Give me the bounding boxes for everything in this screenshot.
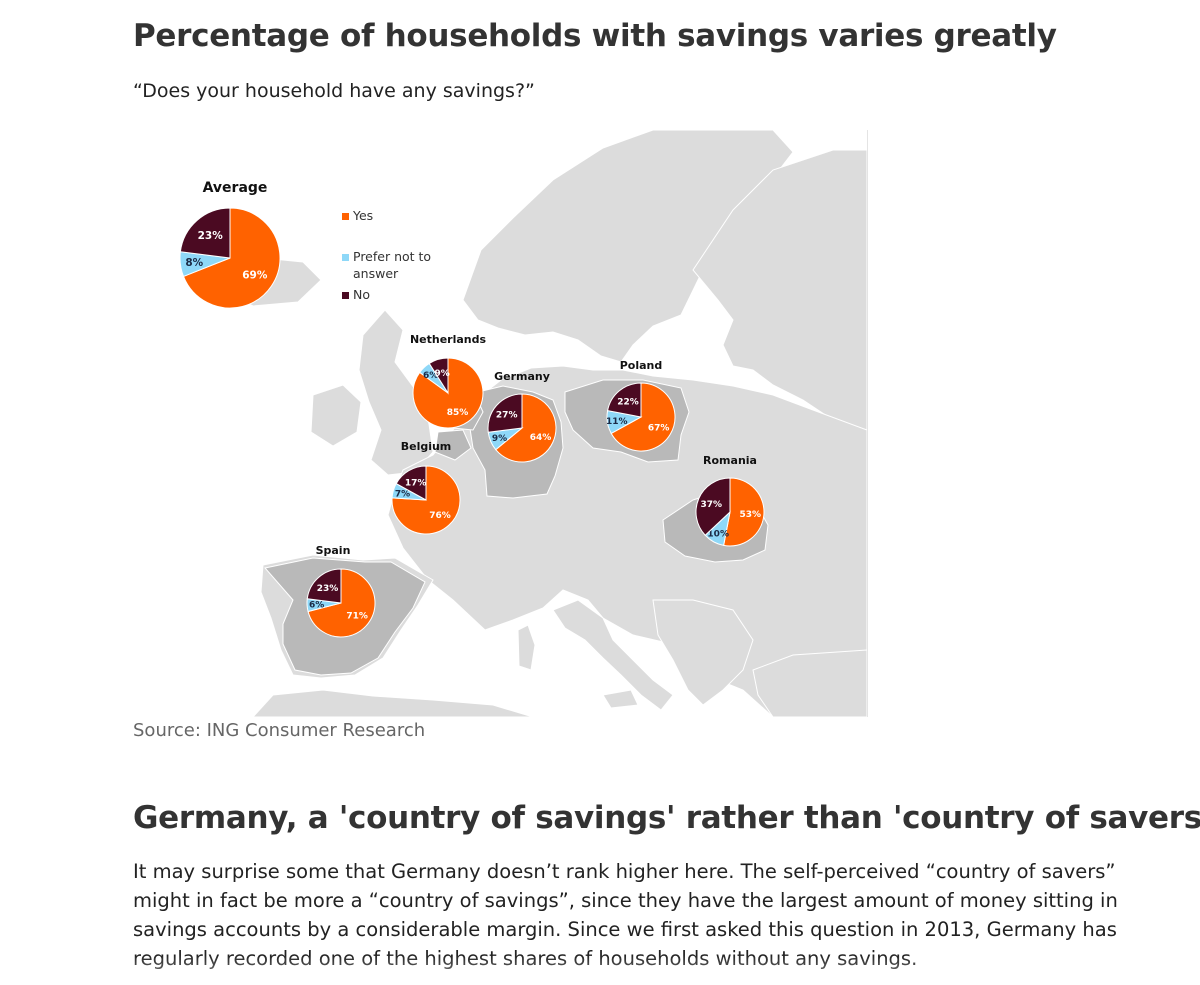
pie-belgium: Belgium 76% 7%17%	[391, 440, 461, 535]
source-note: Source: ING Consumer Research	[133, 720, 426, 741]
pie-label-netherlands-no: 9%	[434, 369, 449, 379]
pie-label-average-yes: 69%	[242, 270, 268, 282]
pie-average: Average 69% 8% 23%	[179, 180, 281, 309]
pie-label-germany-yes: 64%	[530, 433, 552, 443]
pie-label-spain-prefer_not: 6%	[309, 601, 324, 611]
land-sicily	[602, 689, 639, 709]
legend-swatch-yes	[342, 213, 349, 220]
legend-label-prefer-not-line2: answer	[353, 266, 399, 281]
pie-label-average-prefer_not: 8%	[185, 257, 203, 269]
pie-label-germany-prefer_not: 9%	[492, 434, 507, 444]
pie-slice-romania-no	[695, 477, 731, 536]
pie-label-belgium-prefer_not: 7%	[395, 489, 410, 499]
pie-germany: Germany 64% 9% 27%	[487, 370, 557, 463]
pie-label-germany-no: 27%	[496, 411, 518, 421]
land-sardinia	[517, 624, 536, 671]
pie-slice-romania-yes	[723, 477, 765, 547]
land-finland-russia	[692, 149, 867, 431]
land-turkey	[752, 649, 867, 717]
pie-title-poland: Poland	[620, 359, 663, 372]
country-belgium	[434, 429, 472, 461]
pie-label-belgium-yes: 76%	[429, 511, 451, 521]
pie-title-average: Average	[203, 180, 268, 196]
legend-label-prefer-not: Prefer not to answer	[353, 249, 435, 281]
pie-label-netherlands-prefer_not: 6%	[423, 371, 438, 381]
legend-swatch-no	[342, 292, 349, 299]
pie-label-spain-yes: 71%	[346, 612, 368, 622]
section-title: Germany, a 'country of savings' rather t…	[133, 800, 1200, 836]
pie-netherlands: Netherlands 85% 6%9%	[410, 333, 487, 429]
pie-label-romania-yes: 53%	[740, 510, 762, 520]
pie-slice-spain-yes	[307, 568, 376, 638]
land-north-africa	[252, 689, 534, 717]
legend-swatch-prefer-not	[342, 254, 349, 261]
pie-spain: Spain 71% 6% 23%	[306, 544, 376, 638]
pie-label-romania-no: 37%	[701, 500, 723, 510]
land-scandinavia	[462, 130, 794, 363]
pie-label-average-no: 23%	[198, 230, 224, 242]
land-ireland	[310, 384, 362, 447]
pie-title-romania: Romania	[703, 454, 757, 467]
pie-poland: Poland 67% 11% 22%	[606, 359, 676, 452]
pie-slice-spain-no	[306, 568, 342, 604]
pie-title-germany: Germany	[494, 370, 550, 383]
pie-label-netherlands-yes: 85%	[447, 408, 469, 418]
pie-romania: Romania 53% 10% 37%	[695, 454, 765, 547]
land-layer	[222, 130, 867, 717]
chart-question: “Does your household have any savings?”	[133, 80, 535, 102]
pie-slice-germany-no	[487, 393, 523, 433]
pie-slice-poland-yes	[610, 382, 676, 452]
pie-label-poland-yes: 67%	[648, 424, 670, 434]
pie-slice-average-yes	[182, 207, 281, 309]
map-figure: Average 69% 8% 23% Netherlands 85% 6% 9% Germany…	[133, 130, 868, 717]
pie-label-romania-prefer_not: 10%	[707, 530, 729, 540]
pie-slice-netherlands-no	[428, 357, 449, 395]
land-balkans	[652, 599, 754, 706]
pie-label-poland-prefer_not: 11%	[606, 417, 628, 427]
legend-label-yes: Yes	[352, 208, 373, 223]
pie-label-poland-no: 22%	[617, 397, 639, 407]
pie-slice-belgium-no	[395, 465, 427, 501]
pie-title-belgium: Belgium	[401, 440, 452, 453]
pie-label-spain-no: 23%	[317, 584, 339, 594]
chart-legend: Yes Prefer not to answer No	[342, 208, 435, 302]
chart-title: Percentage of households with savings va…	[133, 18, 1057, 54]
bottom-fade	[0, 955, 1200, 985]
pie-slice-average-no	[179, 207, 231, 259]
pie-slice-germany-yes	[495, 393, 557, 463]
pie-title-netherlands: Netherlands	[410, 333, 487, 346]
legend-label-no: No	[353, 287, 370, 302]
pie-title-spain: Spain	[316, 544, 351, 557]
land-italy	[552, 599, 674, 711]
pie-label-belgium-no: 17%	[405, 479, 427, 489]
pie-slice-poland-no	[607, 382, 642, 418]
legend-label-prefer-not-line1: Prefer not to	[353, 249, 431, 264]
